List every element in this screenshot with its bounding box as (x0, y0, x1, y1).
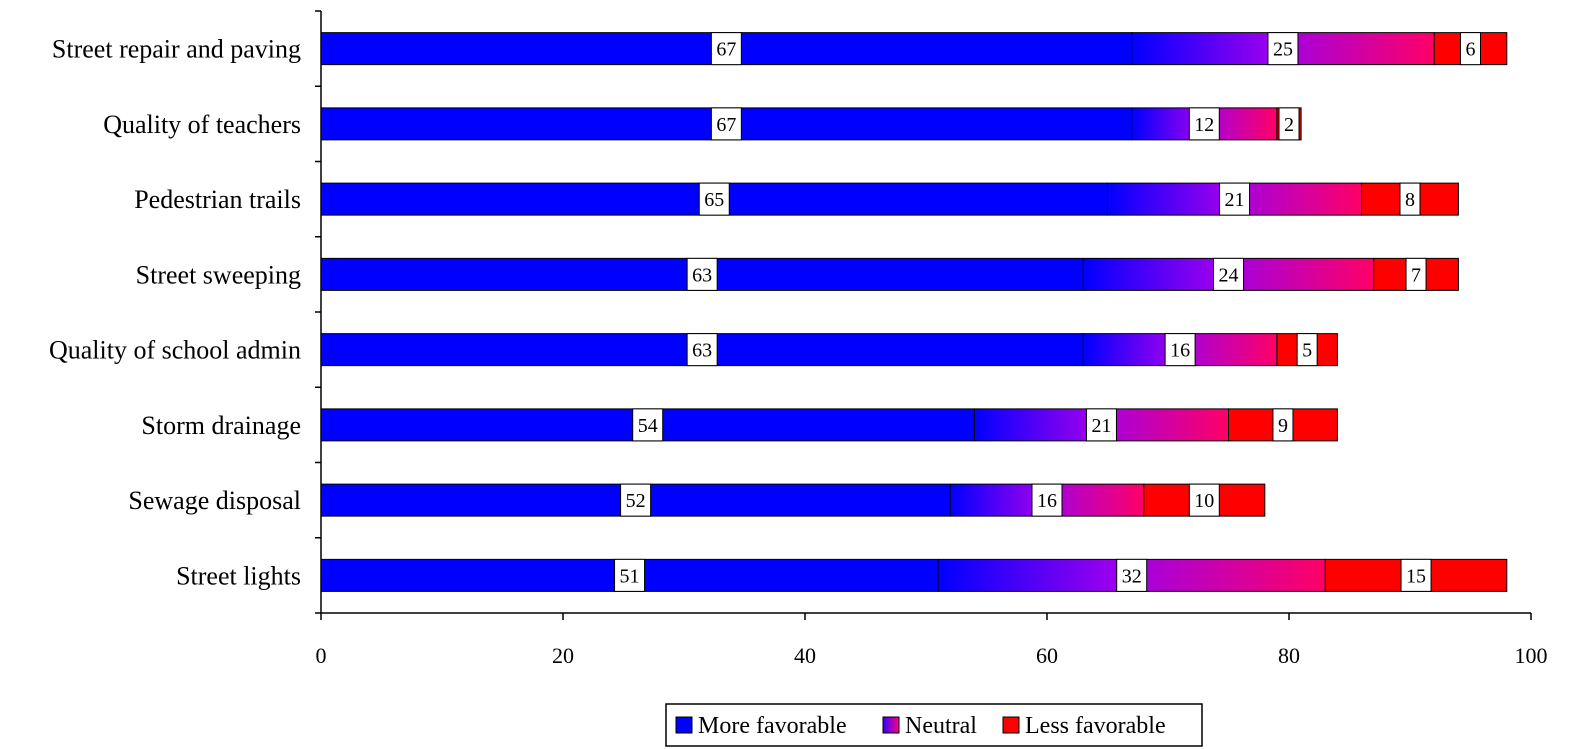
data-label: 5 (1302, 340, 1312, 362)
data-label-box (1164, 333, 1196, 367)
data-label-box (1399, 182, 1421, 216)
data-label-box (1267, 32, 1299, 66)
data-label: 8 (1405, 189, 1415, 211)
data-label: 2 (1284, 114, 1294, 136)
bars (320, 32, 1508, 592)
category-label: Street repair and paving (52, 35, 301, 64)
legend-item-neutral-swatch (882, 716, 900, 734)
category-label: Pedestrian trails (134, 185, 301, 214)
legend-item-neutral: Neutral (905, 713, 977, 739)
data-label: 24 (1219, 264, 1239, 286)
legend-item-less-favorable-swatch (1002, 716, 1020, 734)
data-label: 63 (692, 340, 712, 362)
data-label-box (698, 182, 730, 216)
x-tick-label: 60 (1036, 643, 1058, 668)
legend-box (665, 703, 1203, 747)
data-label: 7 (1411, 264, 1421, 286)
axes: 0 20 40 60 80 100 Street repair and paving Qual… (49, 10, 1548, 668)
x-tick-label: 80 (1278, 643, 1300, 668)
data-label-box (1213, 257, 1244, 291)
data-label: 21 (1225, 189, 1245, 211)
category-label: Quality of school admin (49, 336, 301, 365)
data-label-box (710, 107, 742, 141)
data-label: 51 (620, 565, 640, 587)
data-label-box (1219, 182, 1251, 216)
data-label-box (1085, 408, 1117, 442)
data-label: 63 (692, 264, 712, 286)
data-label-box (614, 558, 646, 592)
legend-item-more-favorable: More favorable (698, 713, 847, 739)
data-label-box (1188, 107, 1220, 141)
data-label: 52 (626, 490, 646, 512)
data-label: 12 (1194, 114, 1214, 136)
data-label-box (1272, 408, 1294, 442)
data-label: 54 (638, 415, 658, 437)
legend: More favorable Neutral Less favorable (665, 703, 1203, 747)
data-label: 25 (1273, 39, 1293, 61)
category-label: Quality of teachers (103, 110, 301, 139)
data-label: 32 (1122, 565, 1142, 587)
data-label-box (1400, 558, 1432, 592)
category-label: Storm drainage (141, 411, 301, 440)
data-label: 10 (1194, 490, 1214, 512)
data-label: 16 (1037, 490, 1057, 512)
data-label-box (1031, 483, 1063, 517)
data-label-box (1460, 32, 1481, 66)
data-label-box (620, 483, 652, 517)
data-label-box (710, 32, 742, 66)
data-label: 16 (1170, 340, 1190, 362)
x-tick-label: 20 (552, 643, 574, 668)
data-label-box (1278, 107, 1300, 141)
data-label-box (1188, 483, 1220, 517)
data-label: 67 (716, 114, 736, 136)
category-label: Street lights (176, 561, 301, 590)
legend-item-less-favorable: Less favorable (1025, 713, 1166, 739)
data-label: 9 (1278, 415, 1288, 437)
data-label-box (1405, 257, 1427, 291)
data-label-box (1296, 333, 1318, 367)
data-label: 67 (716, 39, 736, 61)
data-label-box (1116, 558, 1148, 592)
data-label: 15 (1406, 565, 1426, 587)
data-label: 65 (704, 189, 724, 211)
data-label: 6 (1466, 39, 1476, 61)
data-label-box (686, 257, 718, 291)
data-label-box (632, 408, 664, 442)
data-label-box (686, 333, 718, 367)
category-label: Street sweeping (136, 260, 301, 289)
legend-item-more-favorable-swatch (675, 716, 693, 734)
x-tick-label: 100 (1515, 643, 1548, 668)
x-tick-label: 40 (794, 643, 816, 668)
category-label: Sewage disposal (128, 486, 301, 515)
data-labels: 67 25 6 67 12 2 65 21 8 63 24 7 63 16 5 54 21 9 52 16 10 51 32… (614, 32, 1481, 592)
data-label: 21 (1091, 415, 1111, 437)
x-tick-label: 0 (316, 643, 327, 668)
